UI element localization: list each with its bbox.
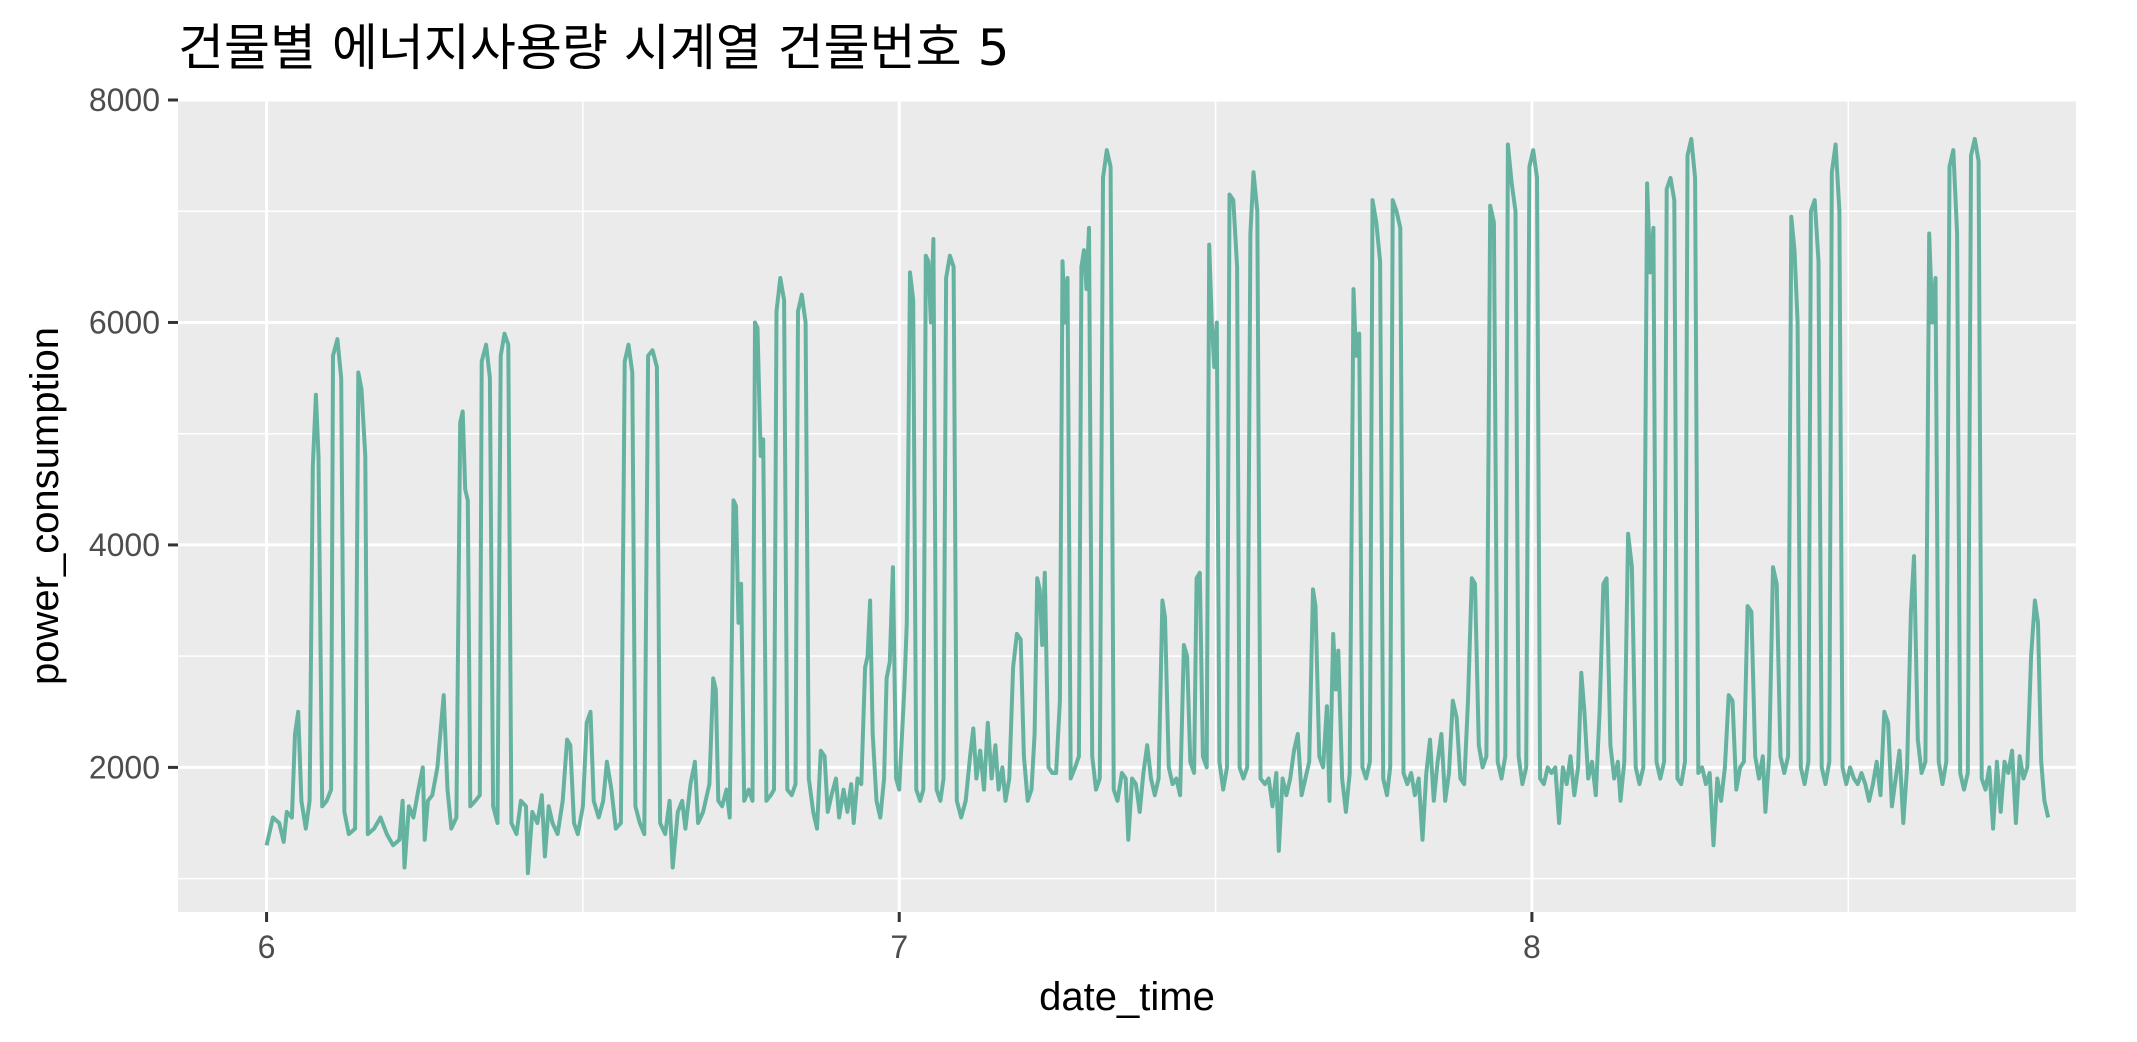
x-tick-label: 7: [890, 929, 908, 965]
y-tick-label: 8000: [89, 82, 160, 118]
y-axis: 2000 4000 6000 8000: [89, 82, 178, 785]
y-tick-label: 2000: [89, 749, 160, 785]
y-axis-title: power_consumption: [23, 327, 67, 685]
y-tick-label: 6000: [89, 304, 160, 340]
y-tick-label: 4000: [89, 527, 160, 563]
x-tick-label: 6: [258, 929, 276, 965]
x-axis: 6 7 8: [258, 912, 1541, 965]
power-consumption-line: [264, 136, 2051, 876]
x-tick-label: 8: [1523, 929, 1541, 965]
x-axis-title: date_time: [1039, 975, 1215, 1019]
chart-title: 건물별 에너지사용량 시계열 건물번호 5: [178, 19, 1010, 77]
